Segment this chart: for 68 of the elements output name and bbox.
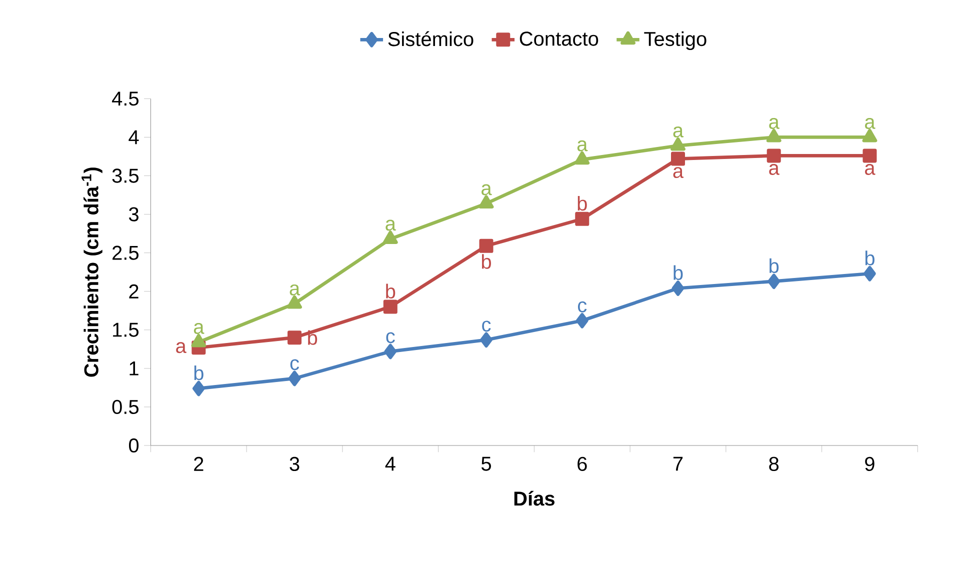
annotation: c (578, 302, 587, 313)
annotation: b (578, 196, 587, 211)
point (478, 195, 494, 209)
point (672, 280, 684, 296)
x-tick-label: 6 (578, 457, 587, 472)
x-tick-label: 2 (194, 457, 204, 472)
x-tick-label: 3 (290, 457, 300, 472)
point (382, 230, 398, 244)
point (768, 274, 780, 290)
annotation: b (674, 266, 683, 280)
annotation: a (386, 220, 396, 231)
legend-label: Testigo (644, 32, 706, 50)
y-tick-label: 0 (128, 438, 139, 453)
point (287, 296, 302, 309)
point (766, 129, 782, 142)
annotation: b (770, 258, 779, 274)
x-tick-label: 7 (673, 457, 683, 471)
annotation: a (673, 126, 684, 138)
annotation: c (290, 359, 299, 370)
point (383, 300, 398, 314)
point (670, 138, 686, 151)
annotation: a (865, 118, 876, 130)
point (192, 381, 205, 396)
x-tick-label: 4 (385, 457, 396, 471)
annotation: c (386, 332, 395, 344)
y-tick-label: 4.5 (112, 92, 139, 106)
y-tick-label: 1 (130, 362, 138, 376)
point (480, 332, 492, 348)
point (479, 239, 494, 254)
annotation: a (290, 284, 300, 296)
point (288, 371, 301, 386)
annotation: a (673, 167, 684, 178)
x-tick-label: 9 (865, 457, 874, 472)
y-tick-label: 0.5 (112, 400, 139, 414)
legend-label: Contacto (520, 32, 598, 46)
point (670, 152, 685, 166)
annotation: b (194, 366, 204, 380)
annotation: a (577, 140, 588, 152)
annotation: a (865, 164, 876, 176)
point (862, 129, 878, 142)
annotation: b (865, 250, 874, 266)
point (862, 148, 877, 163)
annotation: a (194, 323, 204, 334)
point (864, 266, 876, 282)
point (574, 151, 590, 165)
y-tick-label: 1.5 (113, 323, 139, 338)
annotation: b (386, 284, 396, 299)
point (766, 148, 781, 163)
point (384, 344, 397, 360)
annotation: a (176, 342, 186, 354)
point (575, 212, 590, 226)
x-axis-title: Días (514, 491, 554, 506)
y-axis-title: Crecimiento (cm día$^{-1}$) (82, 168, 102, 378)
y-tick-label: 3 (128, 207, 138, 222)
annotation: a (769, 118, 780, 130)
y-tick-label: 2.5 (112, 246, 139, 260)
annotation: a (769, 164, 780, 176)
x-tick-label: 8 (769, 457, 779, 472)
annotation: c (482, 320, 491, 332)
annotation: a (482, 184, 492, 196)
point (288, 330, 302, 345)
point (576, 313, 588, 329)
y-tick-label: 3.5 (112, 168, 139, 184)
legend-label: Sistémico (388, 32, 474, 46)
y-tick-label: 4 (128, 130, 139, 144)
annotation: b (482, 254, 491, 270)
x-tick-label: 5 (481, 457, 491, 472)
y-tick-label: 2 (129, 284, 138, 299)
